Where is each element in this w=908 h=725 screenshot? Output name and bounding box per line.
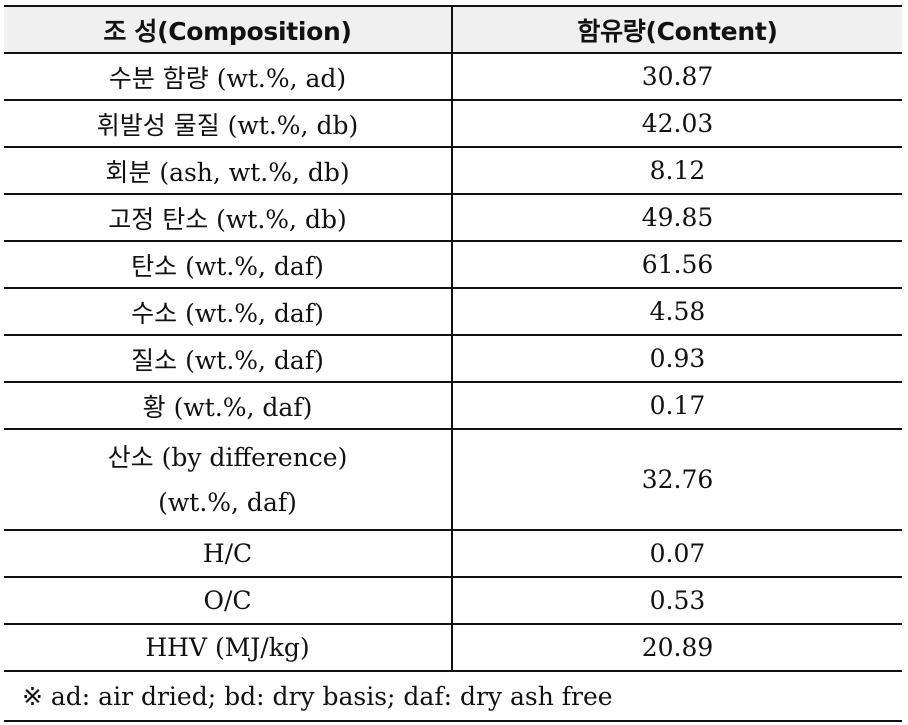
row-label-carbon: 탄소 (wt.%, daf) [4,241,452,288]
table-row: 질소 (wt.%, daf) 0.93 [4,335,902,382]
row-label-nitrogen: 질소 (wt.%, daf) [4,335,452,382]
row-label-hydrogen: 수소 (wt.%, daf) [4,288,452,335]
composition-table: 조 성(Composition) 함유량(Content) 수분 함량 (wt.… [4,5,902,722]
row-value-hc-ratio: 0.07 [452,530,902,577]
row-label-ash: 회분 (ash, wt.%, db) [4,147,452,194]
composition-table-container: 조 성(Composition) 함유량(Content) 수분 함량 (wt.… [4,5,902,722]
table-header-row: 조 성(Composition) 함유량(Content) [4,6,902,53]
row-label-oc-ratio: O/C [4,577,452,624]
row-value-carbon: 61.56 [452,241,902,288]
row-value-hhv: 20.89 [452,624,902,671]
row-label-oxygen-line2: (wt.%, daf) [4,476,451,529]
table-row: HHV (MJ/kg) 20.89 [4,624,902,671]
row-label-hc-ratio: H/C [4,530,452,577]
header-content: 함유량(Content) [452,6,902,53]
row-value-fixed-carbon: 49.85 [452,194,902,241]
table-row: 산소 (by difference) (wt.%, daf) 32.76 [4,429,902,530]
table-row: 휘발성 물질 (wt.%, db) 42.03 [4,100,902,147]
footnote-row: ※ ad: air dried; bd: dry basis; daf: dry… [4,671,902,721]
table-row: 수분 함량 (wt.%, ad) 30.87 [4,53,902,100]
row-label-moisture: 수분 함량 (wt.%, ad) [4,53,452,100]
table-row: O/C 0.53 [4,577,902,624]
row-value-volatile-matter: 42.03 [452,100,902,147]
table-footnote: ※ ad: air dried; bd: dry basis; daf: dry… [4,671,902,721]
table-row: 수소 (wt.%, daf) 4.58 [4,288,902,335]
row-value-oxygen: 32.76 [452,429,902,530]
row-label-oxygen: 산소 (by difference) (wt.%, daf) [4,429,452,530]
row-label-sulfur: 황 (wt.%, daf) [4,382,452,429]
table-row: 황 (wt.%, daf) 0.17 [4,382,902,429]
table-row: H/C 0.07 [4,530,902,577]
row-value-oc-ratio: 0.53 [452,577,902,624]
table-row: 고정 탄소 (wt.%, db) 49.85 [4,194,902,241]
row-value-ash: 8.12 [452,147,902,194]
table-row: 탄소 (wt.%, daf) 61.56 [4,241,902,288]
row-label-volatile-matter: 휘발성 물질 (wt.%, db) [4,100,452,147]
table-row: 회분 (ash, wt.%, db) 8.12 [4,147,902,194]
row-label-hhv: HHV (MJ/kg) [4,624,452,671]
row-value-nitrogen: 0.93 [452,335,902,382]
row-value-sulfur: 0.17 [452,382,902,429]
row-label-fixed-carbon: 고정 탄소 (wt.%, db) [4,194,452,241]
row-value-moisture: 30.87 [452,53,902,100]
row-value-hydrogen: 4.58 [452,288,902,335]
header-composition: 조 성(Composition) [4,6,452,53]
